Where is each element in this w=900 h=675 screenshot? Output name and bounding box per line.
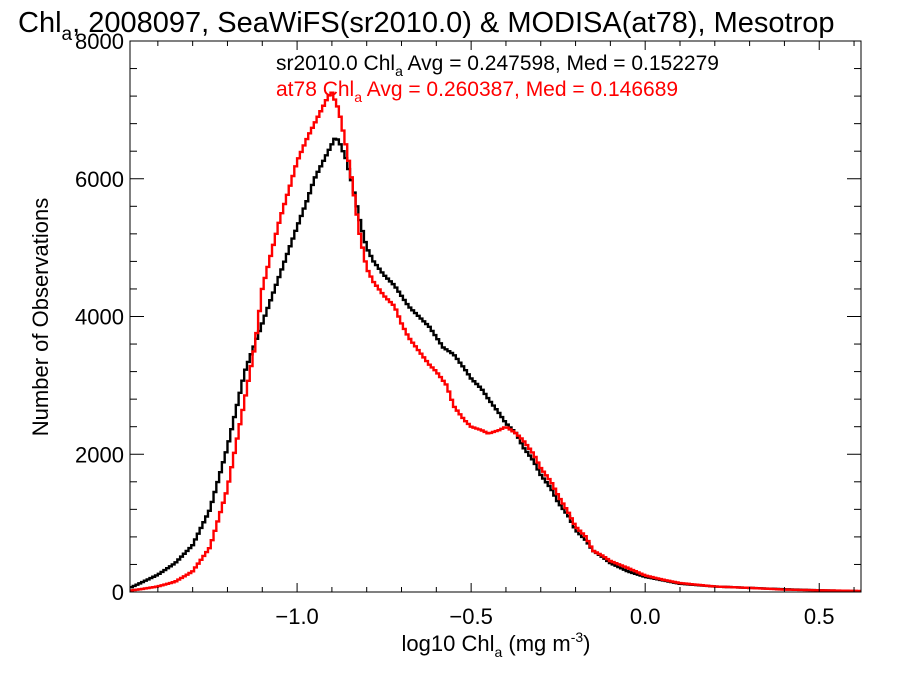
- series-sr2010-histogram: [130, 137, 861, 593]
- annotation-sr2010: sr2010.0 Chla Avg = 0.247598, Med = 0.15…: [276, 52, 719, 79]
- x-tick-label: −0.5: [449, 604, 492, 629]
- x-tick-label: 0.5: [804, 604, 835, 629]
- annotation-at78-pre: at78 Chl: [276, 78, 354, 101]
- x-axis-label: log10 Chla (mg m-3): [402, 629, 591, 660]
- axes-layer: −1.0 −0.5 0.0 0.5 0 2000 4000 6000 8000: [75, 29, 862, 629]
- series-at78-histogram: [130, 91, 861, 593]
- chart-title-rest: , 2008097, SeaWiFS(sr2010.0) & MODISA(at…: [72, 7, 834, 39]
- x-axis-label-pre: log10 Chl: [402, 631, 495, 656]
- x-axis-label-sub: a: [494, 644, 502, 660]
- annotation-sr2010-pre: sr2010.0 Chl: [276, 52, 395, 75]
- y-tick-label: 6000: [75, 167, 124, 192]
- x-tick-label: 0.0: [630, 604, 661, 629]
- x-axis-label-mid: (mg m: [502, 631, 570, 656]
- y-tick-label: 0: [112, 580, 124, 605]
- chart-title: Chla, 2008097, SeaWiFS(sr2010.0) & MODIS…: [18, 7, 834, 45]
- annotation-sr2010-sub: a: [395, 63, 403, 79]
- series-layer: [130, 91, 861, 593]
- annotation-at78-post: Avg = 0.260387, Med = 0.146689: [362, 78, 678, 101]
- chart-title-main: Chl: [18, 7, 62, 39]
- x-tick-label: −1.0: [275, 604, 318, 629]
- y-tick-label: 4000: [75, 305, 124, 330]
- annotation-at78: at78 Chla Avg = 0.260387, Med = 0.146689: [276, 78, 678, 105]
- plot-frame: [129, 40, 862, 593]
- y-axis-label: Number of Observations: [28, 198, 53, 436]
- annotation-sr2010-post: Avg = 0.247598, Med = 0.152279: [403, 52, 719, 75]
- x-axis-label-sup: -3: [571, 629, 584, 645]
- chart-title-subscript: a: [62, 24, 73, 45]
- annotation-at78-sub: a: [354, 89, 362, 105]
- y-tick-label: 2000: [75, 442, 124, 467]
- x-axis-label-post: ): [583, 631, 590, 656]
- y-tick-label: 8000: [75, 29, 124, 54]
